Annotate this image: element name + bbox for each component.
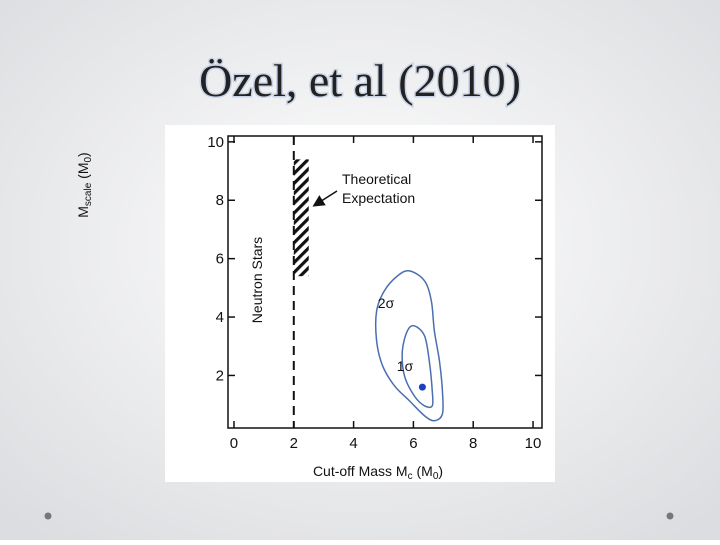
slide-title: Özel, et al (2010) bbox=[199, 55, 521, 106]
x-tick-label: 10 bbox=[525, 435, 542, 452]
contour-label: 1σ bbox=[397, 358, 414, 374]
y-label-part: scale bbox=[83, 182, 94, 206]
x-axis-label: Cut-off Mass Mc (M0) bbox=[313, 463, 443, 482]
contour bbox=[401, 324, 434, 409]
x-label-part: ) bbox=[438, 463, 443, 479]
corner-dot bbox=[666, 512, 674, 520]
theory-label: Expectation bbox=[342, 190, 415, 206]
x-label-part: (M bbox=[413, 463, 433, 479]
y-label-part: (M bbox=[75, 162, 91, 182]
y-tick-label: 4 bbox=[216, 309, 224, 326]
y-tick-label: 2 bbox=[216, 367, 224, 384]
x-tick-label: 8 bbox=[469, 435, 477, 452]
y-tick-label: 10 bbox=[207, 134, 224, 151]
plot-frame bbox=[227, 135, 543, 429]
y-tick-label: 8 bbox=[216, 192, 224, 209]
x-tick-label: 0 bbox=[230, 435, 238, 452]
x-label-part: Cut-off Mass M bbox=[313, 463, 408, 479]
y-label-part: M bbox=[75, 206, 91, 218]
y-label-part: ) bbox=[75, 152, 91, 157]
y-axis-label: Mscale (M0) bbox=[75, 152, 94, 217]
figure-panel bbox=[165, 125, 555, 482]
y-tick-label: 6 bbox=[216, 251, 224, 268]
theory-arrow bbox=[312, 190, 338, 207]
best-fit-point bbox=[418, 383, 426, 391]
x-tick-label: 6 bbox=[409, 435, 417, 452]
x-label-part: 0 bbox=[433, 471, 439, 482]
theory-band bbox=[293, 159, 309, 277]
contour bbox=[375, 269, 444, 422]
x-label-part: c bbox=[408, 471, 413, 482]
corner-dot bbox=[44, 512, 52, 520]
x-tick-label: 2 bbox=[290, 435, 298, 452]
theory-label: Theoretical bbox=[342, 171, 411, 187]
contour-label: 2σ bbox=[378, 295, 395, 311]
x-tick-label: 4 bbox=[349, 435, 357, 452]
neutron-stars-label: Neutron Stars bbox=[249, 237, 265, 323]
y-label-part: 0 bbox=[83, 156, 94, 162]
